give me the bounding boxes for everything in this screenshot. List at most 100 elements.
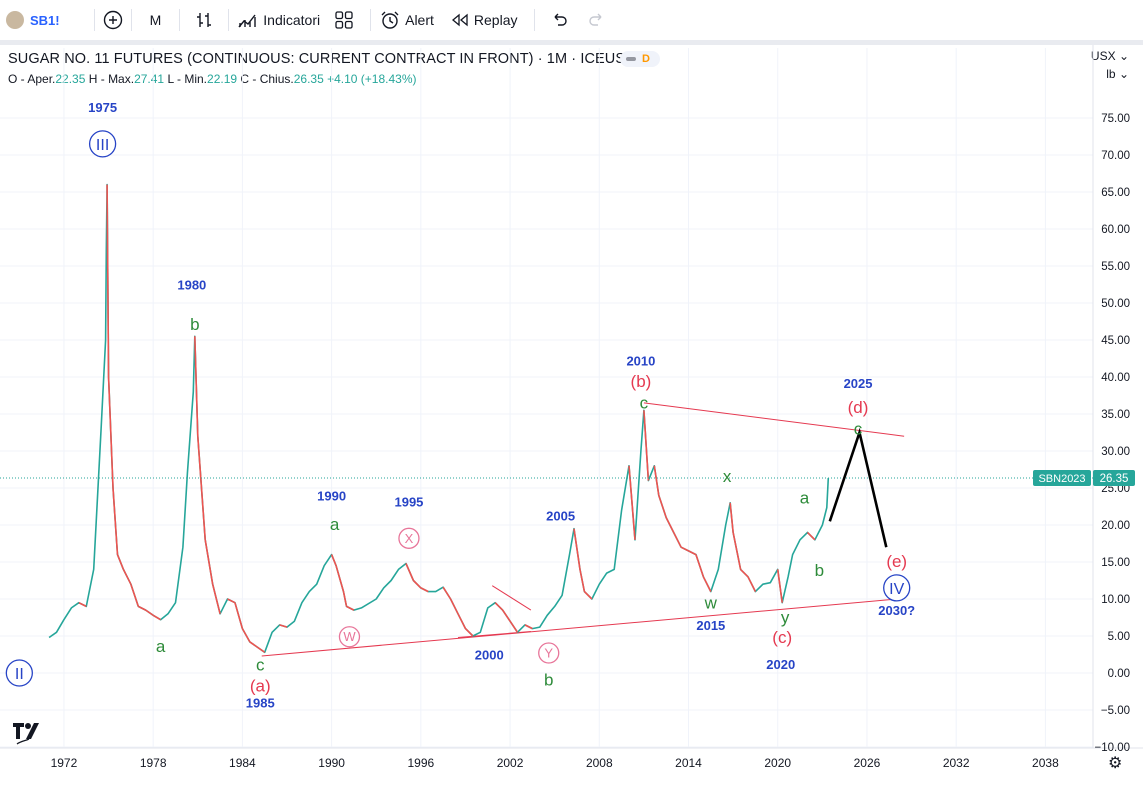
open-value: 22.35	[55, 72, 86, 86]
indicators-button[interactable]: Indicatori	[237, 0, 320, 40]
year-label: 1990	[317, 488, 346, 503]
x-tick-label: 1990	[318, 756, 345, 770]
redo-button[interactable]	[587, 0, 607, 40]
year-label: 2015	[696, 618, 725, 633]
x-tick-label: 1978	[140, 756, 167, 770]
trendline-0	[643, 402, 905, 437]
wave-label: IV	[889, 581, 904, 598]
wave-circle	[5, 659, 33, 687]
price-segment-down	[107, 376, 114, 489]
alarm-clock-icon	[381, 11, 399, 29]
price-tag	[1093, 470, 1135, 487]
price-segment-down	[573, 528, 581, 570]
price-segment-down	[653, 465, 660, 496]
status-badge-dot	[626, 57, 636, 61]
y-tick-label: 70.00	[1101, 150, 1130, 162]
price-segment-down	[680, 546, 689, 552]
y-tick-label: 60.00	[1101, 224, 1130, 236]
price-segment-down	[249, 641, 258, 648]
price-segment-down	[330, 554, 337, 566]
wave-label: (b)	[631, 372, 652, 391]
y-tick-label: 0.00	[1108, 668, 1130, 680]
price-segment-down	[747, 576, 757, 592]
projection-line	[828, 427, 888, 548]
year-label: 1975	[88, 100, 117, 115]
top-toolbar: SB1! M Indicatori Alert Replay	[0, 0, 1143, 41]
symbol-selector[interactable]: SB1!	[6, 0, 60, 40]
indicators-label: Indicatori	[263, 12, 321, 28]
toolbar-divider	[179, 9, 181, 31]
price-segment-down	[256, 646, 266, 653]
low-value: 22.19	[207, 72, 238, 86]
wave-label: a	[156, 637, 166, 656]
add-symbol-button[interactable]	[103, 0, 123, 40]
wave-label: c	[640, 394, 649, 413]
undo-button[interactable]	[549, 0, 569, 40]
price-segment-down	[739, 568, 749, 578]
price-segment-down	[449, 598, 459, 615]
price-segment-down	[241, 628, 251, 643]
wave-label: y	[781, 608, 790, 627]
price-segment-down	[688, 550, 697, 556]
indicators-icon	[238, 14, 256, 28]
y-tick-label: 35.00	[1101, 409, 1130, 421]
wave-label: c	[854, 420, 863, 439]
price-segment-down	[665, 517, 675, 533]
year-label: 1980	[177, 278, 206, 293]
wave-label: a	[800, 488, 810, 507]
wave-label: (a)	[250, 676, 271, 695]
chart-type-button[interactable]	[188, 0, 220, 40]
price-segment-down	[196, 436, 207, 540]
ohlc-legend: O - Aper.22.35 H - Max.27.41 L - Min.22.…	[8, 72, 417, 86]
price-segment-down	[78, 601, 87, 608]
wave-circle	[538, 642, 560, 664]
open-label: O - Aper.	[8, 72, 56, 86]
y-tick-label: 30.00	[1101, 446, 1130, 458]
low-label: L - Min.	[167, 72, 208, 86]
currency-label: USX	[1090, 49, 1116, 63]
price-segment-down	[729, 502, 734, 533]
x-tick-label: 2020	[764, 756, 791, 770]
price-segment-down	[806, 531, 816, 541]
toolbar-divider	[228, 9, 230, 31]
year-label: 1985	[246, 696, 275, 711]
price-segment-down	[732, 532, 742, 570]
wave-label: a	[330, 515, 340, 534]
interval-button[interactable]: M	[140, 0, 172, 40]
replay-label: Replay	[473, 12, 518, 28]
close-value: 26.35	[293, 72, 324, 86]
y-tick-label: 65.00	[1101, 187, 1130, 199]
price-segment-down	[509, 620, 519, 633]
wave-circle	[883, 574, 911, 602]
y-tick-label: −5.00	[1101, 705, 1130, 717]
wave-circle	[88, 130, 117, 158]
time-axis: 1972 1978 1984 1990 1996 2002 2008 2014 2020 2026…	[51, 756, 1059, 770]
year-label: 2030?	[878, 603, 915, 618]
x-tick-label: 2014	[675, 756, 702, 770]
year-label: 2000	[475, 648, 504, 663]
currency-selector[interactable]: USX ⌄	[1090, 49, 1129, 63]
wave-circle	[338, 626, 361, 648]
settings-gear-icon[interactable]: ⚙	[1108, 755, 1123, 772]
wave-label: b	[190, 315, 199, 334]
rewind-icon	[451, 13, 468, 27]
replay-button[interactable]: Replay	[450, 0, 518, 40]
x-tick-label: 1984	[229, 756, 256, 770]
plus-circle-icon	[103, 10, 122, 30]
interval-label: M	[149, 12, 162, 28]
y-tick-label: 5.00	[1108, 631, 1130, 643]
alert-button[interactable]: Alert	[379, 0, 434, 40]
price-segment-down	[702, 576, 712, 592]
price-segment-down	[234, 602, 244, 629]
templates-button[interactable]	[334, 0, 354, 40]
toolbar-shadow	[0, 40, 1143, 45]
toolbar-divider	[93, 9, 95, 31]
wave-label: c	[256, 656, 265, 675]
unit-selector[interactable]: lb ⌄	[1106, 67, 1129, 81]
wave-circle	[398, 527, 420, 549]
price-segment-down	[776, 569, 783, 603]
projection-path	[828, 427, 888, 548]
price-segment-down	[442, 586, 452, 600]
